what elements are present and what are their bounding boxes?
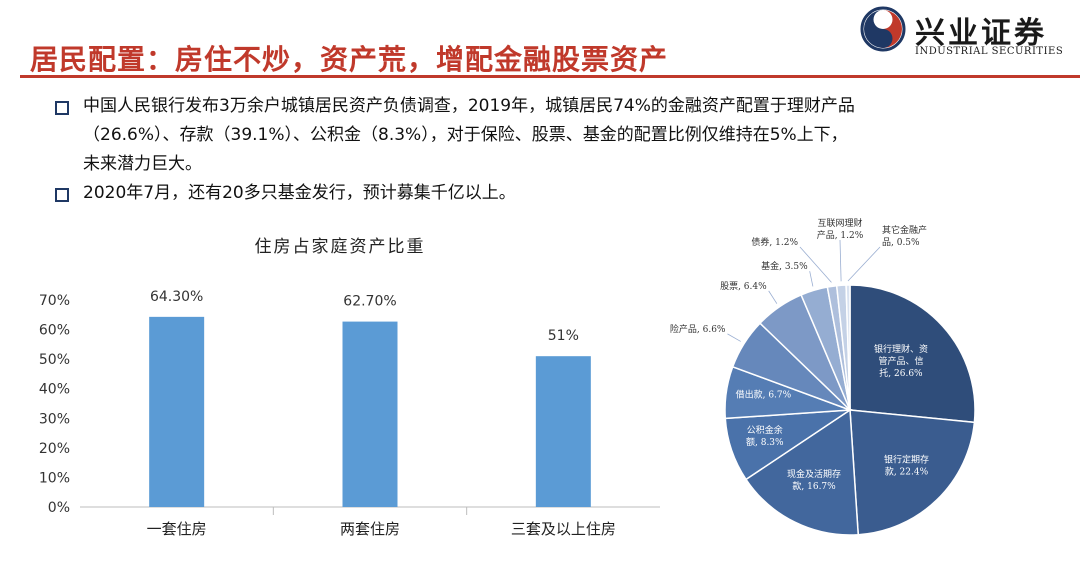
page-title: 居民配置：房住不炒，资产荒，增配金融股票资产 bbox=[30, 43, 669, 76]
logo-text-en: INDUSTRIAL SECURITIES bbox=[915, 46, 1064, 57]
leader-line bbox=[839, 239, 842, 282]
pie-slice bbox=[849, 409, 976, 536]
pie-slice bbox=[744, 408, 860, 536]
pie-slice-label: 银行定期存款, 22.4% bbox=[884, 453, 929, 477]
pie-slice bbox=[845, 284, 851, 411]
pie-slice-label: 基金, 3.5% bbox=[761, 260, 808, 272]
pie-slice-label: 银行理财、资管产品、信托, 26.6% bbox=[874, 343, 928, 379]
bar-chart: 0% 10% 20% 30% 40% 50% 60% 70% 64.30% 一套住房 62.70% 两… bbox=[39, 289, 660, 538]
bullet-line: 中国人民银行发布3万余户城镇居民资产负债调查，2019年，城镇居民74%的金融资… bbox=[83, 96, 855, 116]
bullet-list: 中国人民银行发布3万余户城镇居民资产负债调查，2019年，城镇居民74%的金融资… bbox=[55, 92, 1065, 208]
leader-line bbox=[727, 333, 741, 342]
brand-logo: 兴业证券 INDUSTRIAL SECURITIES bbox=[860, 6, 1080, 66]
bullet-line: 2020年7月，还有20多只基金发行，预计募集千亿以上。 bbox=[83, 183, 516, 203]
bar-data-label: 51% bbox=[548, 328, 579, 344]
y-tick-label: 0% bbox=[48, 500, 70, 516]
leader-line bbox=[799, 246, 832, 283]
title-bar: 居民配置：房住不炒，资产荒，增配金融股票资产 bbox=[0, 28, 1080, 78]
pie-slice-label: 互联网理财产品, 1.2% bbox=[817, 217, 864, 241]
pie-slice-label: 借出款, 6.7% bbox=[736, 389, 792, 401]
x-category-label: 三套及以上住房 bbox=[511, 520, 616, 538]
title-divider bbox=[20, 75, 1080, 78]
y-tick-label: 30% bbox=[39, 411, 70, 427]
pie-slice bbox=[849, 284, 976, 424]
pie-slice-label: 股票, 6.4% bbox=[720, 281, 767, 292]
y-tick-label: 20% bbox=[39, 441, 70, 457]
x-category-label: 两套住房 bbox=[340, 520, 400, 538]
bar-data-label: 62.70% bbox=[343, 294, 396, 310]
pie-slice-label: 现金及活期存款, 16.7% bbox=[787, 468, 841, 492]
y-tick-label: 50% bbox=[39, 352, 70, 368]
bullet-item: 中国人民银行发布3万余户城镇居民资产负债调查，2019年，城镇居民74%的金融资… bbox=[55, 92, 1065, 179]
bar bbox=[535, 356, 591, 507]
logo-mark-icon bbox=[860, 6, 906, 52]
bullet-square-icon bbox=[55, 188, 69, 202]
y-tick-label: 70% bbox=[39, 293, 70, 309]
pie-slice-label: 公积金余额, 8.3% bbox=[746, 424, 784, 448]
leader-line bbox=[809, 271, 814, 287]
pie-slice-label: 其它金融产品, 0.5% bbox=[882, 224, 927, 248]
bar bbox=[342, 321, 398, 507]
y-tick-label: 10% bbox=[39, 470, 70, 486]
bullet-line: （26.6%）、存款（39.1%）、公积金（8.3%），对于保险、股票、基金的配… bbox=[83, 125, 848, 145]
leader-line bbox=[847, 246, 881, 282]
pie-slice-label: 保险产品, 6.6% bbox=[670, 323, 726, 335]
bar-data-label: 64.30% bbox=[150, 289, 203, 305]
x-category-label: 一套住房 bbox=[147, 520, 207, 538]
y-tick-label: 60% bbox=[39, 323, 70, 339]
bullet-item: 2020年7月，还有20多只基金发行，预计募集千亿以上。 bbox=[55, 179, 1065, 208]
leader-line bbox=[768, 290, 778, 304]
bar bbox=[149, 316, 205, 507]
bar-chart-title: 住房占家庭资产比重 bbox=[254, 237, 426, 257]
bullet-line: 未来潜力巨大。 bbox=[83, 154, 202, 174]
bullet-square-icon bbox=[55, 101, 69, 115]
pie-chart: 银行理财、资管产品、信托, 26.6% 银行定期存款, 22.4% 现金及活期存款,… bbox=[670, 217, 976, 536]
pie-slice-label: 债券, 1.2% bbox=[751, 236, 798, 248]
logo-text-cn: 兴业证券 bbox=[915, 16, 1047, 51]
y-tick-label: 40% bbox=[39, 382, 70, 398]
